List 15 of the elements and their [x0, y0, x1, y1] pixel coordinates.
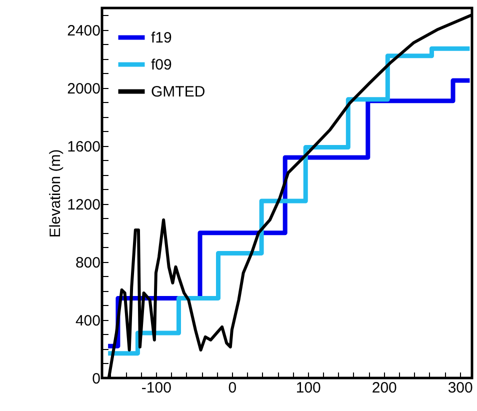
x-tick-label: 200: [372, 380, 397, 396]
x-tick-label: -100: [141, 380, 172, 396]
x-tick-label: 0: [228, 380, 237, 396]
y-tick-label: 2000: [67, 80, 100, 98]
y-axis-title: Elevation (m): [47, 149, 64, 238]
x-tick-label: 100: [296, 380, 321, 396]
legend-label: f09: [151, 56, 172, 74]
y-tick-label: 1600: [67, 138, 100, 156]
y-tick-label: 400: [75, 312, 100, 330]
y-tick-label: 800: [75, 254, 100, 272]
y-tick-label: 1200: [67, 196, 100, 214]
legend-label: GMTED: [151, 84, 206, 100]
y-tick-label: 2400: [67, 22, 100, 40]
legend-label: f19: [151, 30, 172, 46]
x-tick-label: 300: [448, 380, 473, 396]
